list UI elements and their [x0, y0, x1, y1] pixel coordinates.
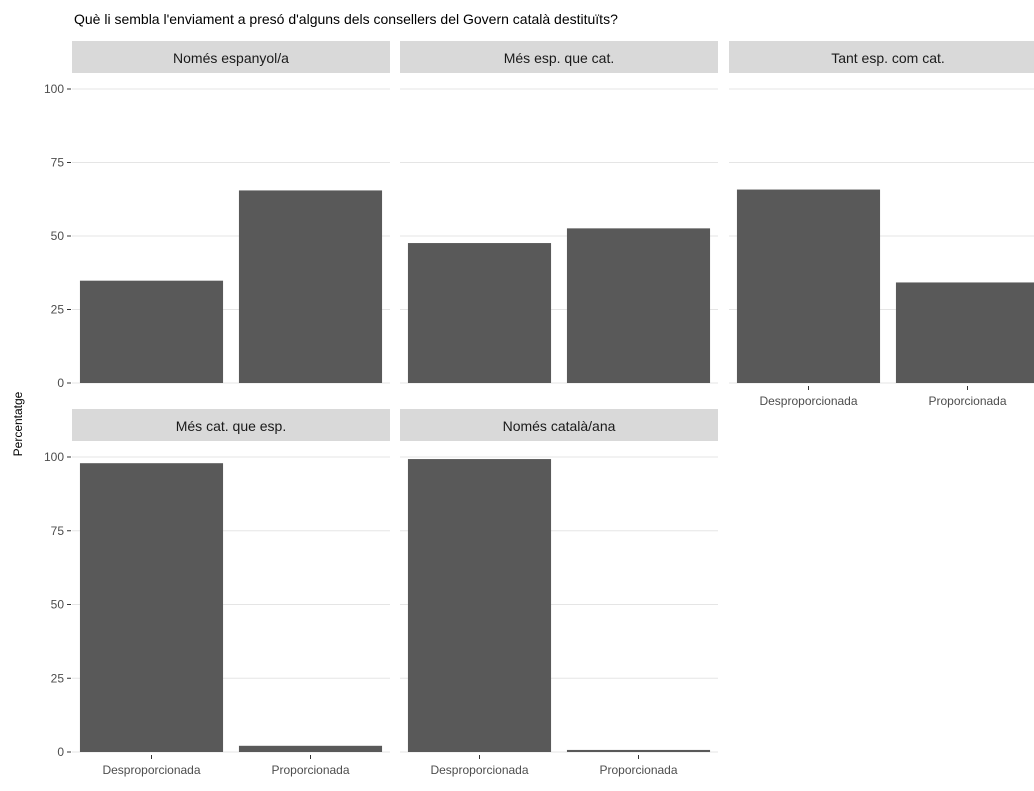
- facet-panel: Més cat. que esp. 0 25 50 75 100 Desproporcion…: [44, 409, 390, 777]
- facet-panel: Només català/ana Desproporcionada Proporci…: [400, 409, 718, 777]
- y-axis-title: Percentatge: [11, 391, 25, 456]
- x-tick-label: Proporcionada: [599, 763, 677, 777]
- facet-strip-label: Més esp. que cat.: [504, 50, 615, 66]
- y-tick-label: 0: [57, 376, 64, 390]
- facet-strip: [400, 409, 718, 441]
- facet-panels: Només espanyol/a 0 25 50 75 100 Més esp. que c…: [44, 41, 1034, 777]
- facet-strip-label: Només català/ana: [503, 418, 616, 434]
- facet-strip: [400, 41, 718, 73]
- y-tick-label: 100: [44, 82, 64, 96]
- facet-panel: Més esp. que cat.: [400, 41, 718, 384]
- facet-strip-label: Només espanyol/a: [173, 50, 289, 66]
- bar: [736, 189, 881, 383]
- chart-title: Què li sembla l'enviament a presó d'algu…: [74, 11, 618, 27]
- bar: [238, 190, 383, 383]
- y-tick-label: 50: [51, 598, 65, 612]
- facet-strip: [72, 41, 390, 73]
- bar: [566, 228, 711, 383]
- y-tick-label: 50: [51, 229, 65, 243]
- facet-strip: [72, 409, 390, 441]
- x-tick-label: Desproporcionada: [759, 394, 857, 408]
- y-tick-label: 75: [51, 156, 65, 170]
- bar: [407, 243, 552, 383]
- bar: [407, 459, 552, 752]
- y-tick-label: 75: [51, 524, 65, 538]
- facet-strip: [729, 41, 1034, 73]
- x-tick-label: Proporcionada: [271, 763, 349, 777]
- y-tick-label: 100: [44, 450, 64, 464]
- facet-panel: Tant esp. com cat. Desproporcionada Propor…: [729, 41, 1034, 408]
- y-tick-label: 25: [51, 303, 65, 317]
- bar: [79, 280, 224, 383]
- facet-panel: Només espanyol/a 0 25 50 75 100: [44, 41, 390, 390]
- facet-strip-label: Més cat. que esp.: [176, 418, 287, 434]
- x-tick-label: Desproporcionada: [102, 763, 200, 777]
- x-tick-label: Proporcionada: [928, 394, 1006, 408]
- x-tick-label: Desproporcionada: [430, 763, 528, 777]
- bar: [238, 745, 383, 752]
- y-tick-label: 25: [51, 671, 65, 685]
- facet-strip-label: Tant esp. com cat.: [831, 50, 945, 66]
- bar: [79, 463, 224, 752]
- bar: [566, 749, 711, 752]
- y-tick-label: 0: [57, 745, 64, 759]
- bar: [895, 282, 1034, 383]
